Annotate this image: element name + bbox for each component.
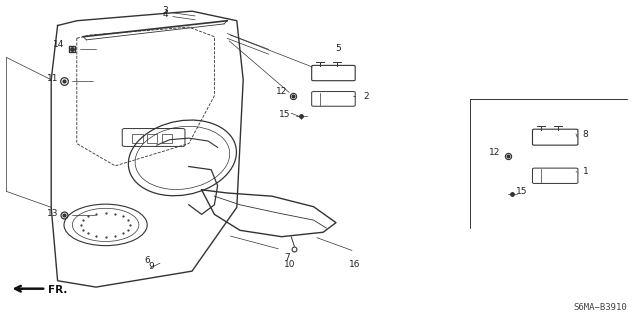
Text: 3: 3 bbox=[163, 6, 168, 15]
Text: 12: 12 bbox=[489, 148, 500, 157]
Bar bbox=[132, 134, 143, 143]
Text: 15: 15 bbox=[516, 187, 527, 196]
Text: 15: 15 bbox=[279, 110, 291, 119]
Text: 8: 8 bbox=[583, 130, 588, 139]
Text: 7: 7 bbox=[284, 253, 289, 262]
Text: 11: 11 bbox=[47, 74, 58, 83]
Text: 13: 13 bbox=[47, 209, 58, 218]
Text: 6: 6 bbox=[145, 256, 150, 265]
Text: S6MA−B3910: S6MA−B3910 bbox=[573, 303, 627, 312]
Bar bbox=[162, 134, 172, 143]
Text: 12: 12 bbox=[276, 87, 287, 96]
Text: FR.: FR. bbox=[48, 285, 67, 295]
Text: 4: 4 bbox=[163, 11, 168, 19]
Text: 16: 16 bbox=[349, 260, 361, 269]
Text: 5: 5 bbox=[335, 44, 340, 53]
Text: 9: 9 bbox=[149, 262, 154, 271]
Text: 2: 2 bbox=[364, 92, 369, 101]
Text: 10: 10 bbox=[284, 260, 295, 269]
Bar bbox=[147, 134, 157, 143]
Text: 1: 1 bbox=[583, 167, 588, 176]
Text: 14: 14 bbox=[53, 40, 65, 48]
